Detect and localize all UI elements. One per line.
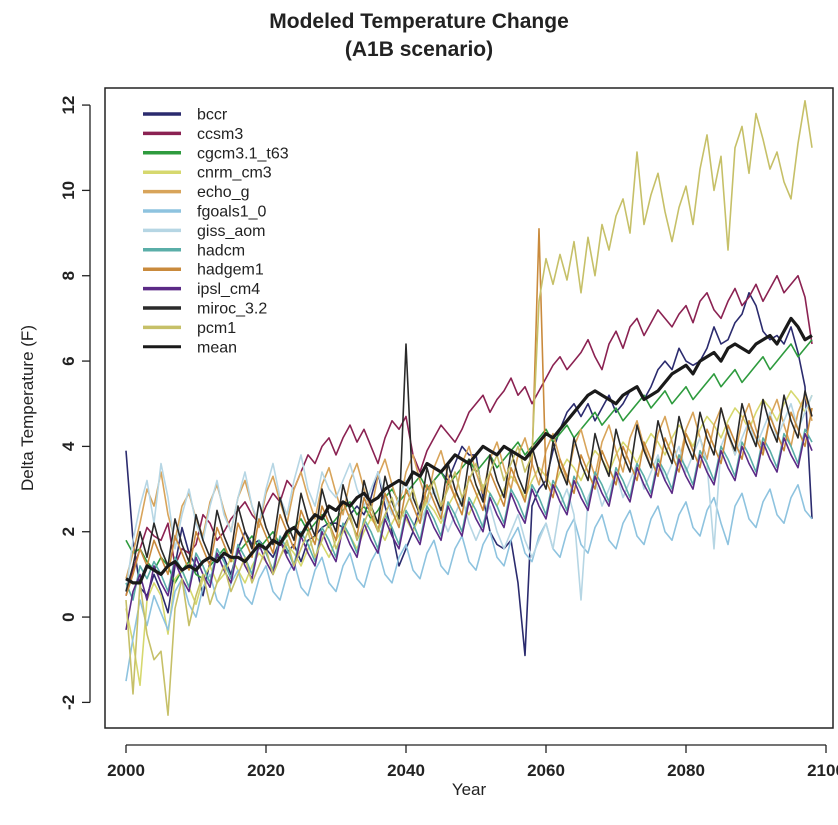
- x-axis-label: Year: [452, 780, 487, 799]
- y-tick-label: -2: [59, 695, 78, 710]
- y-tick-label: 12: [59, 96, 78, 115]
- plot-frame: [104, 87, 834, 729]
- y-tick-label: 6: [59, 356, 78, 365]
- legend-label-pcm1: pcm1: [197, 320, 236, 337]
- legend-label-hadcm: hadcm: [197, 242, 245, 259]
- y-tick-label: 10: [59, 181, 78, 200]
- x-axis: 2000 2020 2040 2060 2080 2100: [107, 744, 838, 780]
- chart-title: Modeled Temperature Change: [269, 10, 569, 33]
- x-tick-label: 2040: [387, 761, 425, 780]
- y-axis: -2 0 2 4 6 8 10 12: [59, 96, 91, 710]
- legend-label-cgcm3-1-t63: cgcm3.1_t63: [197, 145, 289, 162]
- series-line-fgoals1-0: [125, 483, 813, 682]
- x-tick-label: 2060: [527, 761, 565, 780]
- chart-subtitle: (A1B scenario): [345, 38, 493, 61]
- x-tick-label: 2080: [667, 761, 705, 780]
- legend-label-hadgem1: hadgem1: [197, 262, 264, 279]
- y-tick-label: 4: [59, 441, 78, 451]
- legend-label-fgoals1-0: fgoals1_0: [197, 204, 266, 221]
- x-tick-label: 2000: [107, 761, 145, 780]
- legend-label-echo-g: echo_g: [197, 184, 250, 201]
- x-tick-label: 2100: [807, 761, 838, 780]
- y-tick-label: 2: [59, 527, 78, 536]
- plot-series: [125, 100, 813, 717]
- y-tick-label: 8: [59, 271, 78, 280]
- series-line-hadgem1: [125, 228, 813, 596]
- series-line-giss-aom: [125, 394, 813, 601]
- legend-label-giss-aom: giss_aom: [197, 223, 265, 240]
- legend-label-bccr: bccr: [197, 107, 228, 124]
- y-axis-label: Delta Temperature (F): [18, 325, 37, 491]
- y-tick-label: 0: [59, 612, 78, 621]
- legend-label-cnrm-cm3: cnrm_cm3: [197, 165, 272, 182]
- series-line-miroc-3-2: [125, 343, 813, 592]
- legend-label-ipsl-cm4: ipsl_cm4: [197, 281, 260, 298]
- x-tick-label: 2020: [247, 761, 285, 780]
- legend-label-miroc-3-2: miroc_3.2: [197, 301, 267, 318]
- series-line-mean: [125, 316, 813, 585]
- series-line-cnrm-cm3: [125, 390, 813, 687]
- series-line-ccsm3: [125, 274, 813, 596]
- series-line-pcm1: [125, 100, 813, 717]
- legend-label-ccsm3: ccsm3: [197, 126, 243, 143]
- legend-label-mean: mean: [197, 339, 237, 356]
- series-line-ipsl-cm4: [125, 432, 813, 631]
- legend: bccr ccsm3 cgcm3.1_t63 cnrm_cm3 echo_gfgoals…: [143, 107, 289, 356]
